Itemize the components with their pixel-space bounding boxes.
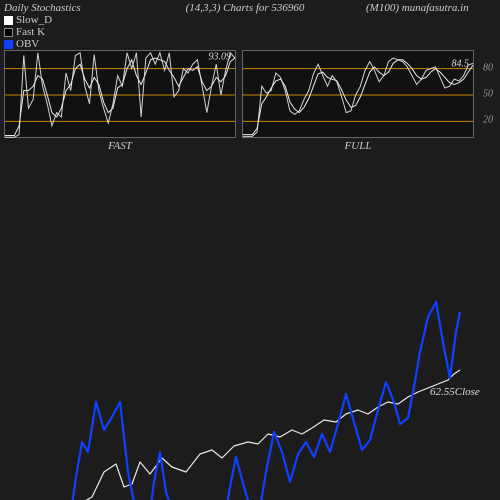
stoch-value-label: 93.09 bbox=[209, 52, 232, 63]
legend-fast-k-label: Fast K bbox=[16, 26, 45, 38]
stochastic-right-axis: 80 50 20 bbox=[476, 50, 496, 138]
chart-title: Daily Stochastics bbox=[4, 2, 124, 14]
chart-header: Daily Stochastics Slow_D Fast K OBV (14,… bbox=[0, 0, 500, 50]
legend-swatch-blue bbox=[4, 40, 13, 49]
legend-obv-label: OBV bbox=[16, 38, 39, 50]
full-caption: FULL bbox=[242, 140, 474, 152]
legend-swatch-white bbox=[4, 16, 13, 25]
close-price-label: 62.55Close bbox=[430, 386, 480, 398]
legend-obv: OBV bbox=[4, 38, 124, 50]
stoch-value-label: 84.5 bbox=[452, 59, 470, 70]
full-stochastic-panel: 84.5 bbox=[242, 50, 474, 138]
axis-tick-label: 20 bbox=[483, 115, 493, 126]
legend-slow-d-label: Slow_D bbox=[16, 14, 52, 26]
legend-fast-k: Fast K bbox=[4, 26, 124, 38]
legend-swatch-black bbox=[4, 28, 13, 37]
main-price-chart: 62.55Close bbox=[0, 162, 500, 500]
legend-slow-d: Slow_D bbox=[4, 14, 124, 26]
stochastic-panels-row: 93.09 FAST 84.5 FULL 80 50 20 bbox=[0, 50, 500, 152]
axis-tick-label: 80 bbox=[483, 62, 493, 73]
fast-caption: FAST bbox=[4, 140, 236, 152]
chart-meta: (M100) munafasutra.in bbox=[366, 2, 469, 14]
fast-stochastic-panel: 93.09 bbox=[4, 50, 236, 138]
chart-params: (14,3,3) Charts for 536960 bbox=[186, 2, 305, 14]
axis-tick-label: 50 bbox=[483, 89, 493, 100]
